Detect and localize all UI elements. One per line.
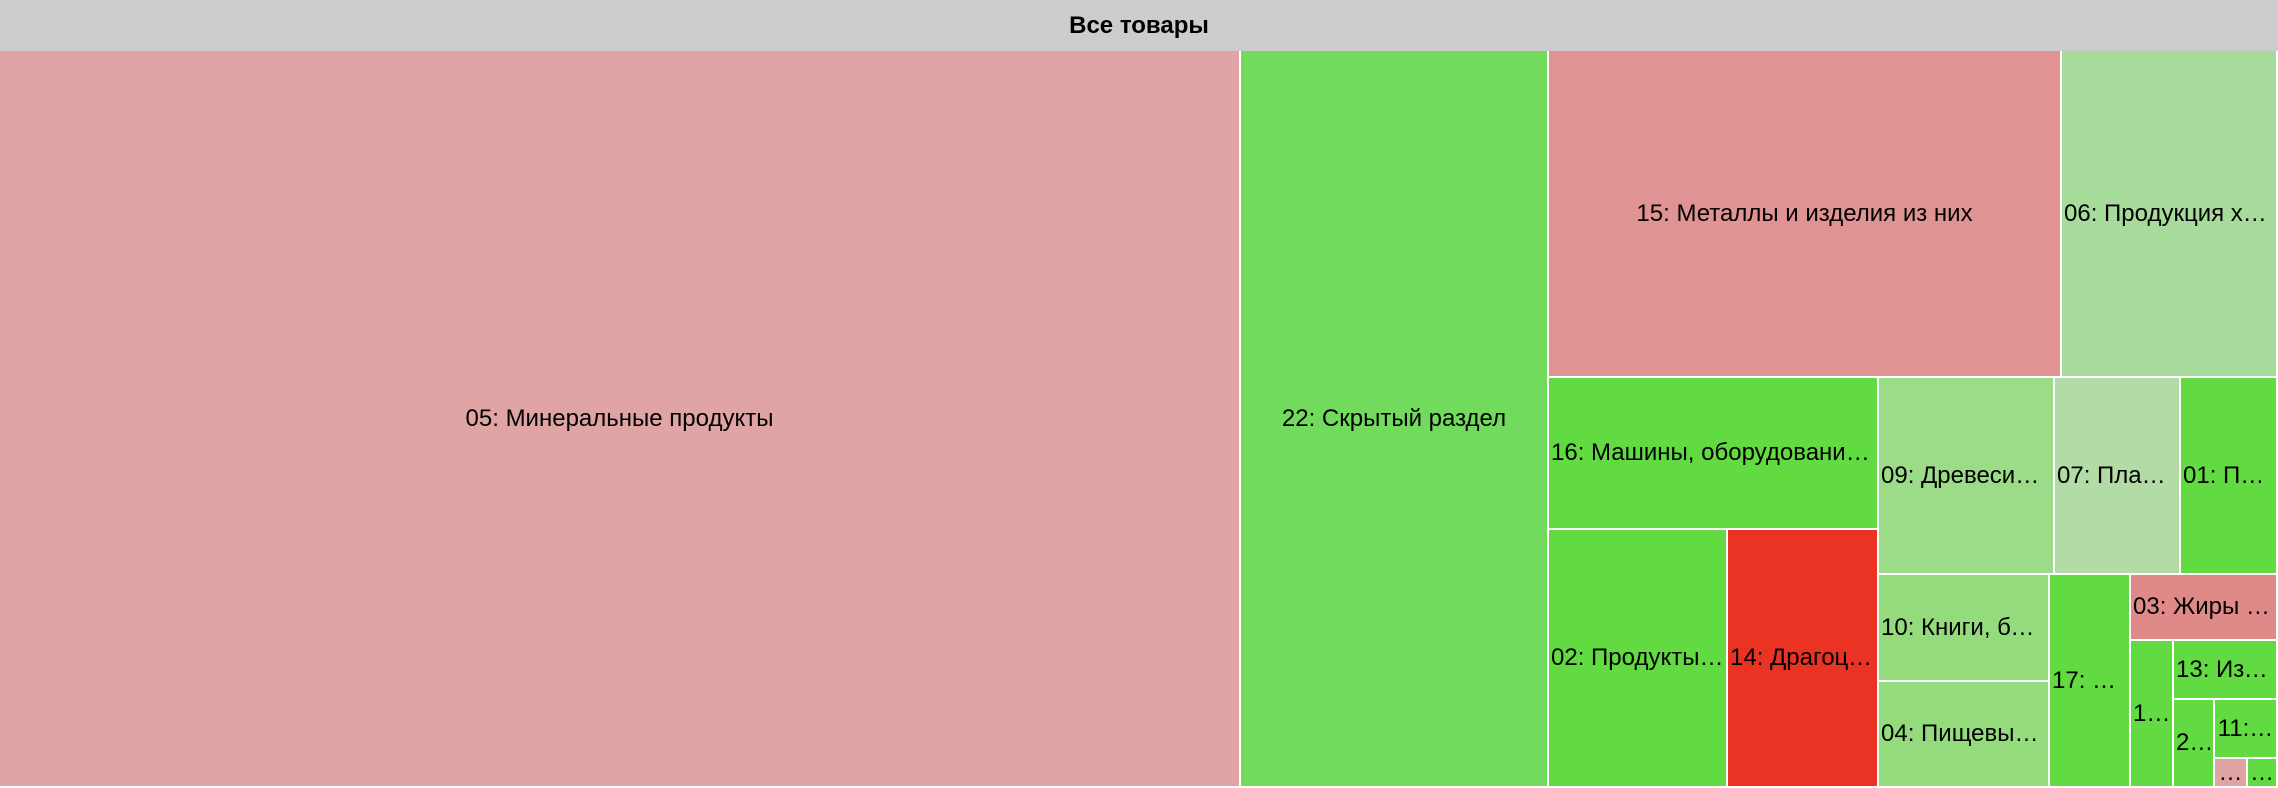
treemap-tile[interactable]: 1… <box>2131 641 2174 788</box>
treemap-tile[interactable]: 2… <box>2174 700 2215 788</box>
treemap-tile-label: … <box>2218 759 2243 786</box>
treemap-tile-label: 11:… <box>2217 714 2274 742</box>
treemap-tile[interactable]: 10: Книги, бумага, картон <box>1879 575 2050 682</box>
treemap-tile[interactable]: 16: Машины, оборудование и аппаратура <box>1549 378 1879 530</box>
treemap-tile-label: 05: Минеральные продукты <box>465 404 774 432</box>
treemap-tile[interactable]: 15: Металлы и изделия из них <box>1549 51 2062 378</box>
treemap-tile[interactable]: 03: Жиры и масла <box>2131 575 2278 641</box>
treemap-tile-label: 15: Металлы и изделия из них <box>1636 199 1973 227</box>
treemap-tile[interactable]: 02: Продукты растительного происхождения <box>1549 530 1728 788</box>
treemap-tile[interactable]: 05: Минеральные продукты <box>0 51 1241 788</box>
treemap-tile[interactable]: 07: Пластмассы, каучук и резина <box>2055 378 2181 575</box>
treemap-tile[interactable]: 01: Продукты животного происхождения <box>2181 378 2278 575</box>
treemap-tile-label: … <box>2250 759 2274 786</box>
treemap-tile-label: 22: Скрытый раздел <box>1281 404 1507 432</box>
treemap-tile[interactable]: 06: Продукция химической промышленности <box>2062 51 2278 378</box>
treemap-tile-label: 17: Транспорт <box>2052 666 2129 694</box>
treemap-tile-label: 02: Продукты растительного происхождения <box>1551 644 1726 671</box>
treemap-tile-label: 04: Пищевые продукты <box>1881 720 2048 747</box>
treemap-area: 05: Минеральные продукты 22: Скрытый разд… <box>0 51 2278 788</box>
treemap-tile[interactable]: … <box>2248 759 2278 788</box>
treemap-tile-label: 13: Изделия из камня, стекла <box>2176 655 2276 683</box>
treemap-tile-label: 09: Древесина и изделия из нее <box>1881 461 2053 489</box>
treemap-tile-label: 1… <box>2133 699 2171 727</box>
chart-header[interactable]: Все товары <box>0 0 2278 51</box>
treemap-tile-label: 01: Продукты животного происхождения <box>2183 461 2276 489</box>
treemap-tile[interactable]: 11:… <box>2215 700 2278 759</box>
page-title[interactable]: Все товары <box>1069 11 1209 39</box>
treemap-tile[interactable]: 14: Драгоценные металлы и камни <box>1728 530 1879 788</box>
treemap-tile[interactable]: 09: Древесина и изделия из нее <box>1879 378 2055 575</box>
treemap-tile-label: 2… <box>2176 729 2213 756</box>
treemap-tile[interactable]: 22: Скрытый раздел <box>1241 51 1549 788</box>
treemap-tile-label: 14: Драгоценные металлы и камни <box>1730 644 1877 671</box>
treemap-tile-label: 03: Жиры и масла <box>2133 593 2276 620</box>
treemap-tile-label: 06: Продукция химической промышленности <box>2064 199 2276 227</box>
treemap-tile[interactable]: 17: Транспорт <box>2050 575 2131 788</box>
treemap-tile-label: 16: Машины, оборудование и аппаратура <box>1551 439 1877 466</box>
treemap-tile[interactable]: … <box>2215 759 2248 788</box>
treemap-tile[interactable]: 04: Пищевые продукты <box>1879 682 2050 788</box>
treemap-tile-label: 07: Пластмассы, каучук и резина <box>2057 461 2179 489</box>
treemap-tile-label: 10: Книги, бумага, картон <box>1881 613 2048 641</box>
treemap-tile[interactable]: 13: Изделия из камня, стекла <box>2174 641 2278 700</box>
